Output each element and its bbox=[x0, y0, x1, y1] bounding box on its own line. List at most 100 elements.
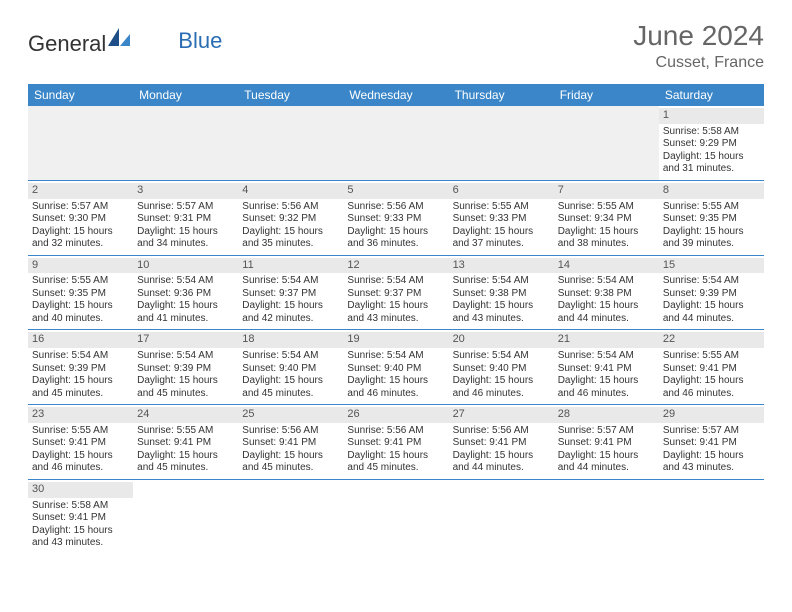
day-sunset: Sunset: 9:37 PM bbox=[347, 288, 444, 301]
day-sunrise: Sunrise: 5:55 AM bbox=[663, 350, 760, 363]
day-day2: and 45 minutes. bbox=[242, 388, 339, 401]
day-day2: and 44 minutes. bbox=[453, 462, 550, 475]
day-day1: Daylight: 15 hours bbox=[32, 300, 129, 313]
day-number: 25 bbox=[238, 407, 343, 423]
location: Cusset, France bbox=[633, 54, 764, 72]
day-sunset: Sunset: 9:38 PM bbox=[558, 288, 655, 301]
day-day2: and 35 minutes. bbox=[242, 238, 339, 251]
day-day2: and 42 minutes. bbox=[242, 313, 339, 326]
dayhead-saturday: Saturday bbox=[659, 84, 764, 106]
day-sunset: Sunset: 9:41 PM bbox=[137, 437, 234, 450]
day-number: 14 bbox=[554, 258, 659, 274]
day-sunset: Sunset: 9:41 PM bbox=[32, 512, 129, 525]
day-number: 9 bbox=[28, 258, 133, 274]
day-day1: Daylight: 15 hours bbox=[242, 450, 339, 463]
day-sunset: Sunset: 9:40 PM bbox=[453, 363, 550, 376]
day-number: 15 bbox=[659, 258, 764, 274]
day-sunset: Sunset: 9:33 PM bbox=[347, 213, 444, 226]
day-number: 8 bbox=[659, 183, 764, 199]
day-cell bbox=[238, 106, 343, 180]
calendar-head: SundayMondayTuesdayWednesdayThursdayFrid… bbox=[28, 84, 764, 106]
day-number: 13 bbox=[449, 258, 554, 274]
day-cell bbox=[28, 106, 133, 180]
day-cell: 26Sunrise: 5:56 AMSunset: 9:41 PMDayligh… bbox=[343, 405, 448, 480]
day-number: 23 bbox=[28, 407, 133, 423]
day-cell bbox=[238, 479, 343, 553]
day-sunset: Sunset: 9:41 PM bbox=[663, 363, 760, 376]
day-day1: Daylight: 15 hours bbox=[137, 300, 234, 313]
day-sunrise: Sunrise: 5:54 AM bbox=[347, 275, 444, 288]
day-cell: 8Sunrise: 5:55 AMSunset: 9:35 PMDaylight… bbox=[659, 180, 764, 255]
day-number: 30 bbox=[28, 482, 133, 498]
day-day1: Daylight: 15 hours bbox=[663, 300, 760, 313]
day-sunset: Sunset: 9:39 PM bbox=[32, 363, 129, 376]
dayhead-tuesday: Tuesday bbox=[238, 84, 343, 106]
day-number: 4 bbox=[238, 183, 343, 199]
day-day2: and 43 minutes. bbox=[663, 462, 760, 475]
day-sunrise: Sunrise: 5:54 AM bbox=[137, 350, 234, 363]
day-sunrise: Sunrise: 5:56 AM bbox=[453, 425, 550, 438]
day-day1: Daylight: 15 hours bbox=[347, 375, 444, 388]
day-sunrise: Sunrise: 5:56 AM bbox=[242, 201, 339, 214]
day-sunset: Sunset: 9:41 PM bbox=[453, 437, 550, 450]
day-number: 22 bbox=[659, 332, 764, 348]
day-day1: Daylight: 15 hours bbox=[242, 226, 339, 239]
day-sunrise: Sunrise: 5:55 AM bbox=[558, 201, 655, 214]
day-day1: Daylight: 15 hours bbox=[347, 300, 444, 313]
day-sunrise: Sunrise: 5:55 AM bbox=[32, 275, 129, 288]
day-day1: Daylight: 15 hours bbox=[453, 450, 550, 463]
day-cell: 25 Sunrise: 5:56 AMSunset: 9:41 PMDayligh… bbox=[238, 405, 343, 480]
day-day2: and 31 minutes. bbox=[663, 163, 760, 176]
day-day1: Daylight: 15 hours bbox=[453, 226, 550, 239]
day-day2: and 37 minutes. bbox=[453, 238, 550, 251]
day-cell bbox=[554, 106, 659, 180]
day-sunrise: Sunrise: 5:56 AM bbox=[242, 425, 339, 438]
day-sunset: Sunset: 9:30 PM bbox=[32, 213, 129, 226]
day-day1: Daylight: 15 hours bbox=[137, 450, 234, 463]
day-sunrise: Sunrise: 5:55 AM bbox=[663, 201, 760, 214]
day-day1: Daylight: 15 hours bbox=[558, 450, 655, 463]
day-day2: and 46 minutes. bbox=[663, 388, 760, 401]
day-sunset: Sunset: 9:37 PM bbox=[242, 288, 339, 301]
calendar-table: SundayMondayTuesdayWednesdayThursdayFrid… bbox=[28, 84, 764, 554]
day-sunset: Sunset: 9:29 PM bbox=[663, 138, 760, 151]
day-sunrise: Sunrise: 5:54 AM bbox=[558, 350, 655, 363]
day-number: 12 bbox=[343, 258, 448, 274]
day-day2: and 46 minutes. bbox=[453, 388, 550, 401]
day-day1: Daylight: 15 hours bbox=[32, 525, 129, 538]
day-sunset: Sunset: 9:41 PM bbox=[558, 363, 655, 376]
day-day1: Daylight: 15 hours bbox=[453, 375, 550, 388]
day-day2: and 44 minutes. bbox=[663, 313, 760, 326]
day-day1: Daylight: 15 hours bbox=[558, 375, 655, 388]
day-sunset: Sunset: 9:41 PM bbox=[663, 437, 760, 450]
day-cell: 24Sunrise: 5:55 AMSunset: 9:41 PMDayligh… bbox=[133, 405, 238, 480]
week-row: 16Sunrise: 5:54 AMSunset: 9:39 PMDayligh… bbox=[28, 330, 764, 405]
day-day2: and 40 minutes. bbox=[32, 313, 129, 326]
day-sunset: Sunset: 9:32 PM bbox=[242, 213, 339, 226]
day-sunset: Sunset: 9:41 PM bbox=[242, 437, 339, 450]
day-number: 17 bbox=[133, 332, 238, 348]
day-sunrise: Sunrise: 5:57 AM bbox=[137, 201, 234, 214]
sail-icon bbox=[108, 26, 130, 52]
day-day2: and 46 minutes. bbox=[32, 462, 129, 475]
week-row: 2 Sunrise: 5:57 AM Sunset: 9:30 PM Daylight… bbox=[28, 180, 764, 255]
title-block: June 2024 Cusset, France bbox=[633, 20, 764, 72]
day-number: 28 bbox=[554, 407, 659, 423]
day-number: 6 bbox=[449, 183, 554, 199]
day-number: 1 bbox=[659, 108, 764, 124]
brand-part2: Blue bbox=[178, 28, 222, 54]
day-day2: and 45 minutes. bbox=[32, 388, 129, 401]
day-sunrise: Sunrise: 5:54 AM bbox=[242, 275, 339, 288]
calendar-body: 1Sunrise: 5:58 AMSunset: 9:29 PMDaylight… bbox=[28, 106, 764, 554]
day-cell: 15Sunrise: 5:54 AMSunset: 9:39 PMDayligh… bbox=[659, 255, 764, 330]
calendar-page: General Blue June 2024 Cusset, France Su… bbox=[0, 0, 792, 574]
day-sunrise: Sunrise: 5:54 AM bbox=[453, 350, 550, 363]
day-cell: 13Sunrise: 5:54 AMSunset: 9:38 PMDayligh… bbox=[449, 255, 554, 330]
day-cell: 21Sunrise: 5:54 AMSunset: 9:41 PMDayligh… bbox=[554, 330, 659, 405]
day-sunrise: Sunrise: 5:55 AM bbox=[137, 425, 234, 438]
day-cell: 9Sunrise: 5:55 AMSunset: 9:35 PMDaylight… bbox=[28, 255, 133, 330]
day-cell: 19Sunrise: 5:54 AMSunset: 9:40 PMDayligh… bbox=[343, 330, 448, 405]
week-row: 1Sunrise: 5:58 AMSunset: 9:29 PMDaylight… bbox=[28, 106, 764, 180]
day-day1: Daylight: 15 hours bbox=[347, 450, 444, 463]
day-number: 2 bbox=[28, 183, 133, 199]
